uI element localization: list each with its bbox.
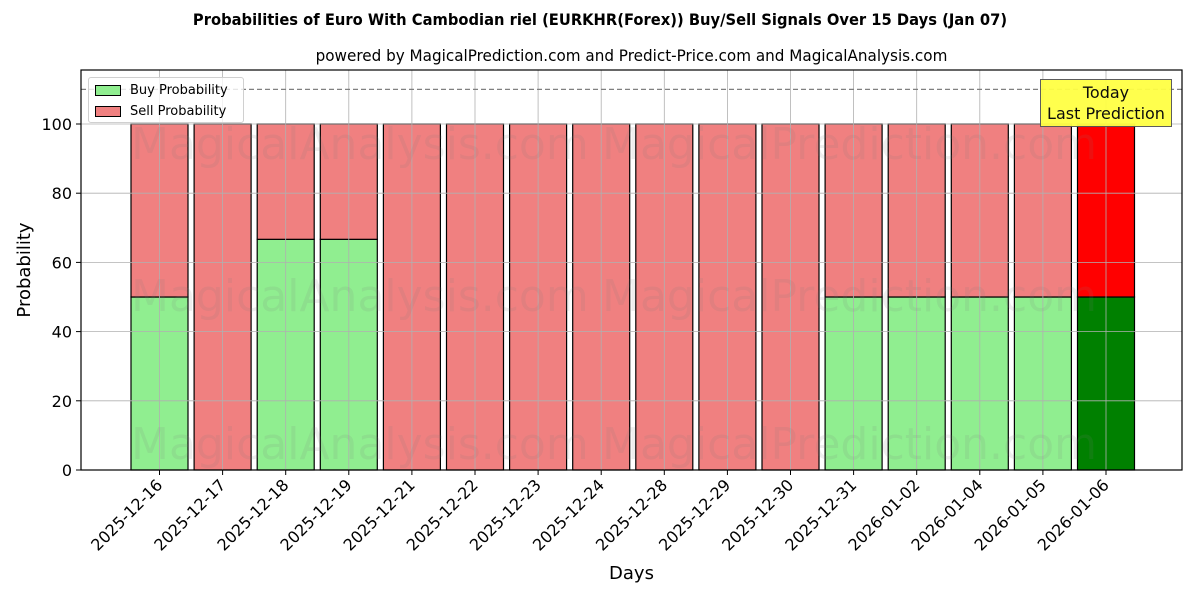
y-tick-label: 40 (52, 323, 72, 342)
y-tick-label: 20 (52, 392, 72, 411)
legend-buy-label: Buy Probability (130, 82, 228, 98)
annotation-line-2: Last Prediction (1047, 104, 1165, 123)
y-tick-label: 60 (52, 253, 72, 272)
y-tick-label: 100 (41, 115, 72, 134)
chart-subtitle: powered by MagicalPrediction.com and Pre… (315, 46, 948, 65)
legend-item-sell: Sell Probability (95, 103, 226, 119)
legend: Buy Probability Sell Probability (88, 77, 244, 123)
legend-item-buy: Buy Probability (95, 82, 228, 98)
x-axis-label: Days (609, 563, 654, 584)
annotation-line-1: Today (1082, 83, 1130, 102)
today-annotation: Today Last Prediction (1040, 79, 1172, 127)
y-axis-label: Probability (14, 222, 35, 318)
chart-title: Probabilities of Euro With Cambodian rie… (192, 10, 1008, 29)
legend-sell-label: Sell Probability (130, 103, 227, 119)
sell-swatch (95, 105, 121, 117)
buy-swatch (95, 84, 121, 96)
y-tick-label: 0 (62, 461, 72, 480)
axes-frame (80, 69, 1183, 471)
y-tick-label: 80 (52, 184, 72, 203)
